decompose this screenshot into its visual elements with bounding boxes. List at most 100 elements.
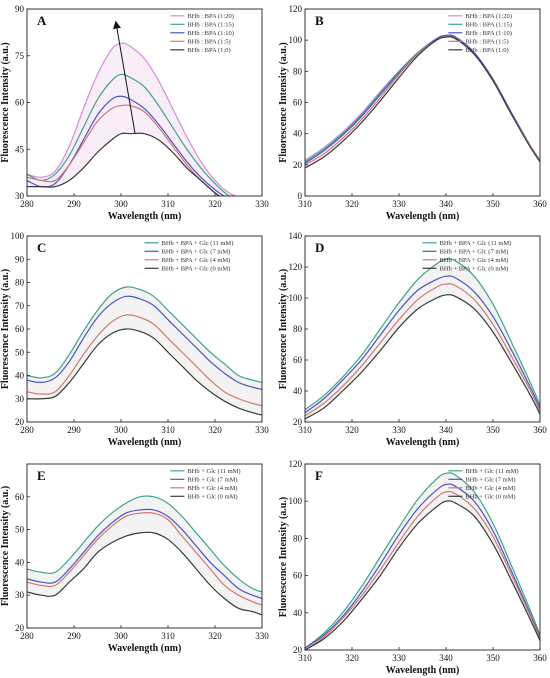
series-line-2 (27, 295, 262, 391)
y-tick-label: 50 (15, 347, 25, 357)
y-tick-label: 20 (15, 623, 25, 633)
y-tick-label: 120 (289, 4, 303, 14)
legend-entry: BHb : BPA (1:10) (465, 30, 512, 37)
x-tick-label: 360 (533, 199, 547, 209)
x-tick-label: 330 (392, 425, 406, 435)
panel-D: 310 320 330 340 350 360 20 40 60 80 100 120 140 Wavel… (278, 231, 547, 448)
legend-entry: BHb + BPA + Glc (4 mM) (162, 257, 231, 264)
legend-entry: BHb + Glc (4 mM) (465, 485, 515, 492)
series-band (305, 258, 540, 419)
legend-entry: BHb + Glc (4 mM) (187, 485, 237, 492)
x-axis-label: Wavelength (nm) (108, 211, 182, 222)
x-tick-label: 310 (298, 425, 312, 435)
x-tick-label: 300 (114, 199, 128, 209)
series-line-5 (27, 132, 221, 196)
legend-entry: BHb + BPA + Glc (7 mM) (440, 249, 509, 256)
legend-entry: BHb : BPA (1:0) (465, 47, 508, 54)
y-tick-label: 30 (15, 590, 25, 600)
x-tick-label: 310 (298, 199, 312, 209)
series-line-2 (27, 73, 231, 196)
y-axis-label: Fluorescence Intensity (a.u.) (0, 269, 11, 389)
x-axis-label: Wavelength (nm) (108, 643, 182, 654)
y-axis-label: Fluorescence Intensity (a.u.) (0, 42, 11, 162)
y-tick-label: 60 (15, 492, 25, 502)
plot-frame (304, 463, 541, 651)
legend-entry: BHb : BPA (1:20) (465, 13, 512, 20)
series-line-1 (27, 42, 237, 196)
y-tick-label: 80 (293, 324, 303, 334)
y-tick-label: 100 (289, 35, 303, 45)
y-axis-label: Fluorescence Intensity (a.u.) (278, 269, 289, 389)
y-tick-label: 40 (293, 608, 303, 618)
y-tick-label: 60 (293, 98, 303, 108)
x-tick-label: 350 (486, 653, 500, 663)
series-line-4 (305, 500, 540, 650)
series-line-3 (305, 283, 540, 417)
x-tick-label: 330 (392, 199, 406, 209)
y-tick-label: 20 (293, 160, 303, 170)
panel-B: 310 320 330 340 350 360 0 20 40 60 80 100 120 Wavelen… (278, 4, 547, 222)
legend-entry: BHb : BPA (1:5) (465, 39, 508, 46)
x-tick-label: 300 (114, 631, 128, 641)
panel-letter: A (37, 13, 47, 28)
y-tick-label: 30 (15, 394, 25, 404)
legend-entry: BHb : BPA (1:15) (465, 22, 512, 29)
x-tick-label: 280 (20, 199, 34, 209)
legend-entry: BHb + BPA + Glc (0 mM) (162, 266, 231, 273)
x-tick-label: 310 (161, 425, 175, 435)
y-tick-label: 60 (293, 355, 303, 365)
panel-C: 280 290 300 310 320 330 20 30 40 50 60 70 80 90 100 Wav… (0, 231, 269, 448)
y-tick-label: 0 (298, 191, 303, 201)
x-axis-label: Wavelength (nm) (108, 437, 182, 448)
x-tick-label: 330 (255, 425, 269, 435)
series-line-1 (305, 472, 540, 649)
x-tick-label: 360 (533, 425, 547, 435)
legend-entry: BHb + BPA + Glc (11 mM) (162, 240, 234, 247)
x-tick-label: 290 (67, 199, 81, 209)
legend-entry: BHb : BPA (1:15) (187, 22, 234, 29)
x-tick-label: 350 (486, 425, 500, 435)
x-tick-label: 340 (439, 653, 453, 663)
series-line-2 (27, 508, 262, 600)
series-line-1 (27, 495, 262, 593)
y-tick-label: 80 (293, 533, 303, 543)
series-line-2 (305, 275, 540, 414)
y-tick-label: 40 (15, 557, 25, 567)
legend-entry: BHb + BPA + Glc (0 mM) (440, 266, 509, 273)
legend-entry: BHb + Glc (11 mM) (465, 468, 518, 475)
y-tick-label: 90 (15, 254, 25, 264)
x-tick-label: 320 (208, 425, 222, 435)
panel-letter: D (315, 240, 324, 255)
panel-letter: F (315, 468, 323, 483)
y-tick-label: 100 (289, 496, 303, 506)
legend-entry: BHb + Glc (0 mM) (187, 494, 237, 501)
panel-E: 280 290 300 310 320 330 20 30 40 50 60 Wavelength (… (0, 463, 269, 654)
trend-arrow (113, 20, 136, 134)
x-tick-label: 320 (345, 199, 359, 209)
x-tick-label: 280 (20, 631, 34, 641)
y-tick-label: 20 (15, 417, 25, 427)
x-tick-label: 320 (208, 199, 222, 209)
x-tick-label: 360 (533, 653, 547, 663)
y-tick-label: 60 (293, 571, 303, 581)
plot-frame (26, 463, 263, 629)
x-axis-label: Wavelength (nm) (386, 211, 460, 222)
series-band (27, 495, 262, 615)
series-line-1 (27, 286, 262, 384)
legend-entry: BHb + BPA + Glc (11 mM) (440, 240, 512, 247)
y-axis-label: Fluorescence Intensity (a.u.) (278, 42, 289, 162)
x-tick-label: 330 (255, 631, 269, 641)
y-tick-label: 75 (15, 51, 25, 61)
series-line-2 (305, 483, 540, 649)
series-line-3 (27, 511, 262, 606)
y-tick-label: 120 (289, 262, 303, 272)
x-axis-label: Wavelength (nm) (386, 665, 460, 676)
x-tick-label: 310 (161, 631, 175, 641)
x-tick-label: 340 (439, 425, 453, 435)
y-tick-label: 40 (15, 371, 25, 381)
y-tick-label: 30 (15, 191, 25, 201)
y-tick-label: 70 (15, 301, 25, 311)
panel-F: 310 320 330 340 350 360 20 40 60 80 100 120 Waveleng… (278, 459, 547, 676)
y-tick-label: 20 (293, 417, 303, 427)
